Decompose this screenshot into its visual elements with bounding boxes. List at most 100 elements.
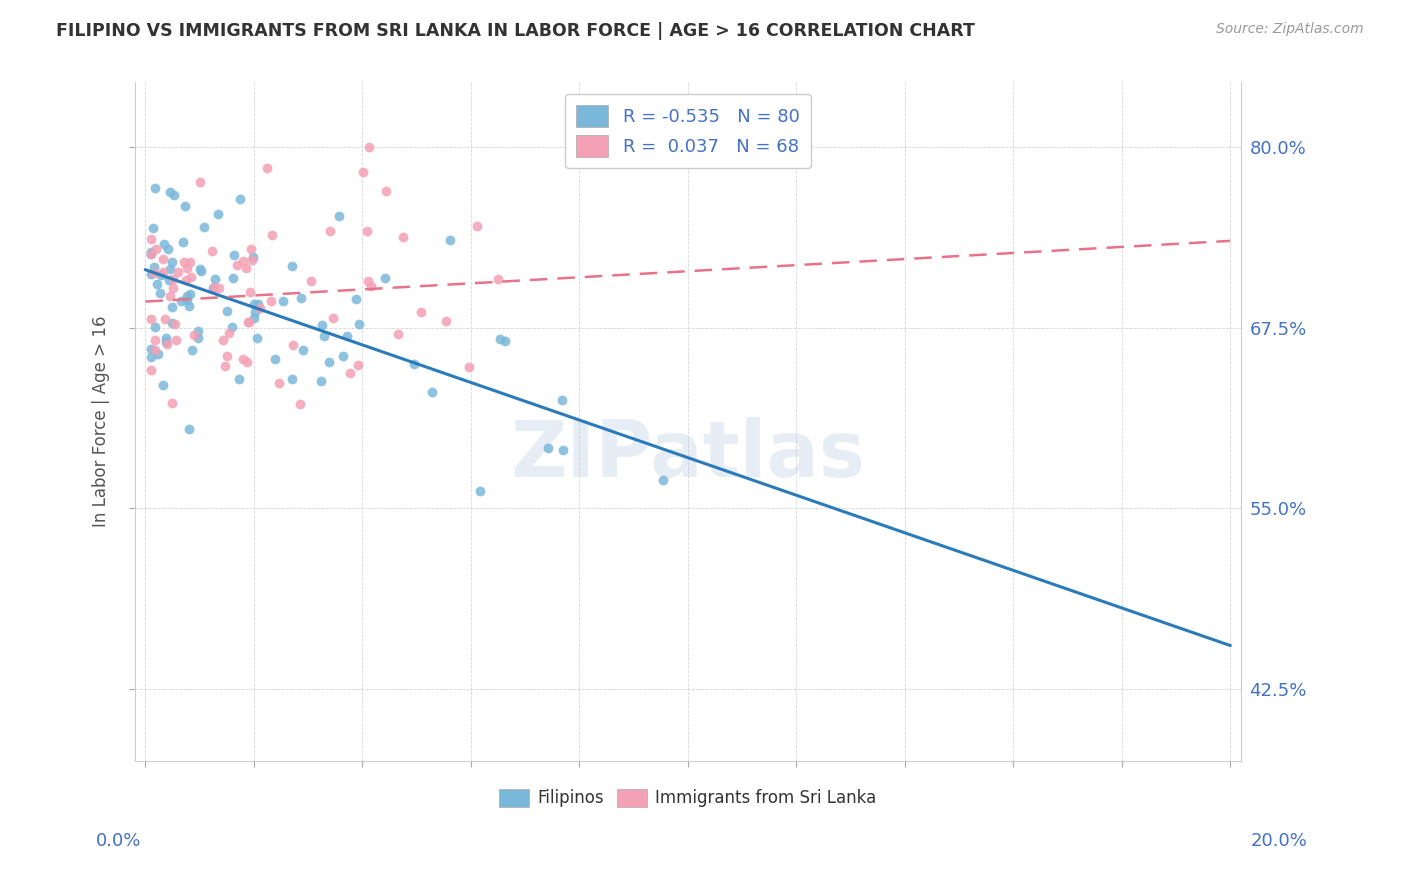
Point — [434, 313, 457, 327]
Point — [145, 277, 167, 292]
Point — [208, 281, 231, 295]
Point — [439, 233, 461, 247]
Point — [458, 359, 481, 374]
Point — [201, 244, 224, 258]
Legend: Filipinos, Immigrants from Sri Lanka: Filipinos, Immigrants from Sri Lanka — [492, 782, 883, 814]
Point — [143, 320, 166, 334]
Point — [336, 328, 359, 343]
Y-axis label: In Labor Force | Age > 16: In Labor Force | Age > 16 — [93, 316, 110, 527]
Point — [553, 442, 575, 457]
Point — [159, 288, 181, 302]
Point — [159, 185, 181, 199]
Point — [347, 317, 370, 331]
Point — [246, 330, 269, 344]
Point — [188, 175, 211, 189]
Point — [166, 265, 188, 279]
Point — [160, 395, 183, 409]
Point — [312, 328, 335, 343]
Point — [212, 333, 235, 347]
Point — [239, 285, 262, 300]
Point — [145, 242, 167, 256]
Point — [173, 254, 195, 268]
Point — [139, 232, 162, 246]
Point — [239, 242, 262, 256]
Point — [152, 265, 174, 279]
Point — [149, 285, 172, 300]
Point — [179, 254, 201, 268]
Point — [201, 281, 224, 295]
Point — [139, 267, 162, 281]
Point — [160, 255, 183, 269]
Point — [375, 184, 398, 198]
Point — [420, 385, 443, 400]
Point — [221, 320, 243, 334]
Point — [170, 293, 193, 308]
Point — [467, 219, 489, 234]
Point — [152, 378, 174, 392]
Point — [172, 235, 194, 249]
Text: FILIPINO VS IMMIGRANTS FROM SRI LANKA IN LABOR FORCE | AGE > 16 CORRELATION CHAR: FILIPINO VS IMMIGRANTS FROM SRI LANKA IN… — [56, 22, 976, 40]
Point — [247, 297, 270, 311]
Point — [218, 326, 240, 341]
Point — [356, 274, 378, 288]
Point — [139, 244, 162, 259]
Point — [347, 359, 370, 373]
Point — [283, 338, 305, 352]
Point — [232, 351, 254, 366]
Point — [319, 224, 342, 238]
Point — [240, 252, 263, 267]
Point — [143, 343, 166, 357]
Point — [374, 271, 396, 285]
Point — [391, 229, 413, 244]
Point — [228, 372, 250, 386]
Point — [163, 188, 186, 202]
Point — [181, 343, 204, 358]
Point — [156, 337, 179, 351]
Point — [214, 359, 236, 373]
Point — [143, 333, 166, 347]
Point — [260, 227, 283, 242]
Point — [183, 327, 205, 342]
Point — [180, 269, 202, 284]
Point — [176, 289, 198, 303]
Point — [235, 260, 257, 275]
Point — [311, 374, 333, 388]
Point — [551, 392, 574, 407]
Point — [536, 441, 558, 455]
Point — [269, 376, 291, 390]
Point — [146, 347, 169, 361]
Point — [344, 292, 367, 306]
Point — [288, 397, 311, 411]
Text: 0.0%: 0.0% — [96, 831, 141, 849]
Point — [281, 259, 304, 273]
Point — [160, 317, 183, 331]
Point — [332, 349, 354, 363]
Point — [651, 473, 673, 487]
Point — [229, 192, 252, 206]
Point — [156, 242, 179, 256]
Point — [174, 272, 197, 286]
Text: ZIPatlas: ZIPatlas — [510, 417, 865, 493]
Point — [176, 261, 198, 276]
Point — [139, 311, 162, 326]
Point — [162, 281, 184, 295]
Text: 20.0%: 20.0% — [1251, 831, 1308, 849]
Point — [356, 224, 378, 238]
Point — [264, 351, 287, 366]
Point — [243, 304, 266, 318]
Point — [235, 355, 257, 369]
Point — [141, 246, 163, 260]
Point — [142, 260, 165, 275]
Point — [139, 246, 162, 260]
Point — [387, 326, 409, 341]
Point — [139, 350, 162, 364]
Point — [328, 210, 350, 224]
Point — [256, 161, 278, 175]
Point — [177, 299, 200, 313]
Point — [468, 484, 491, 499]
Point — [238, 315, 260, 329]
Point — [152, 236, 174, 251]
Text: Source: ZipAtlas.com: Source: ZipAtlas.com — [1216, 22, 1364, 37]
Point — [494, 334, 516, 348]
Point — [225, 258, 247, 272]
